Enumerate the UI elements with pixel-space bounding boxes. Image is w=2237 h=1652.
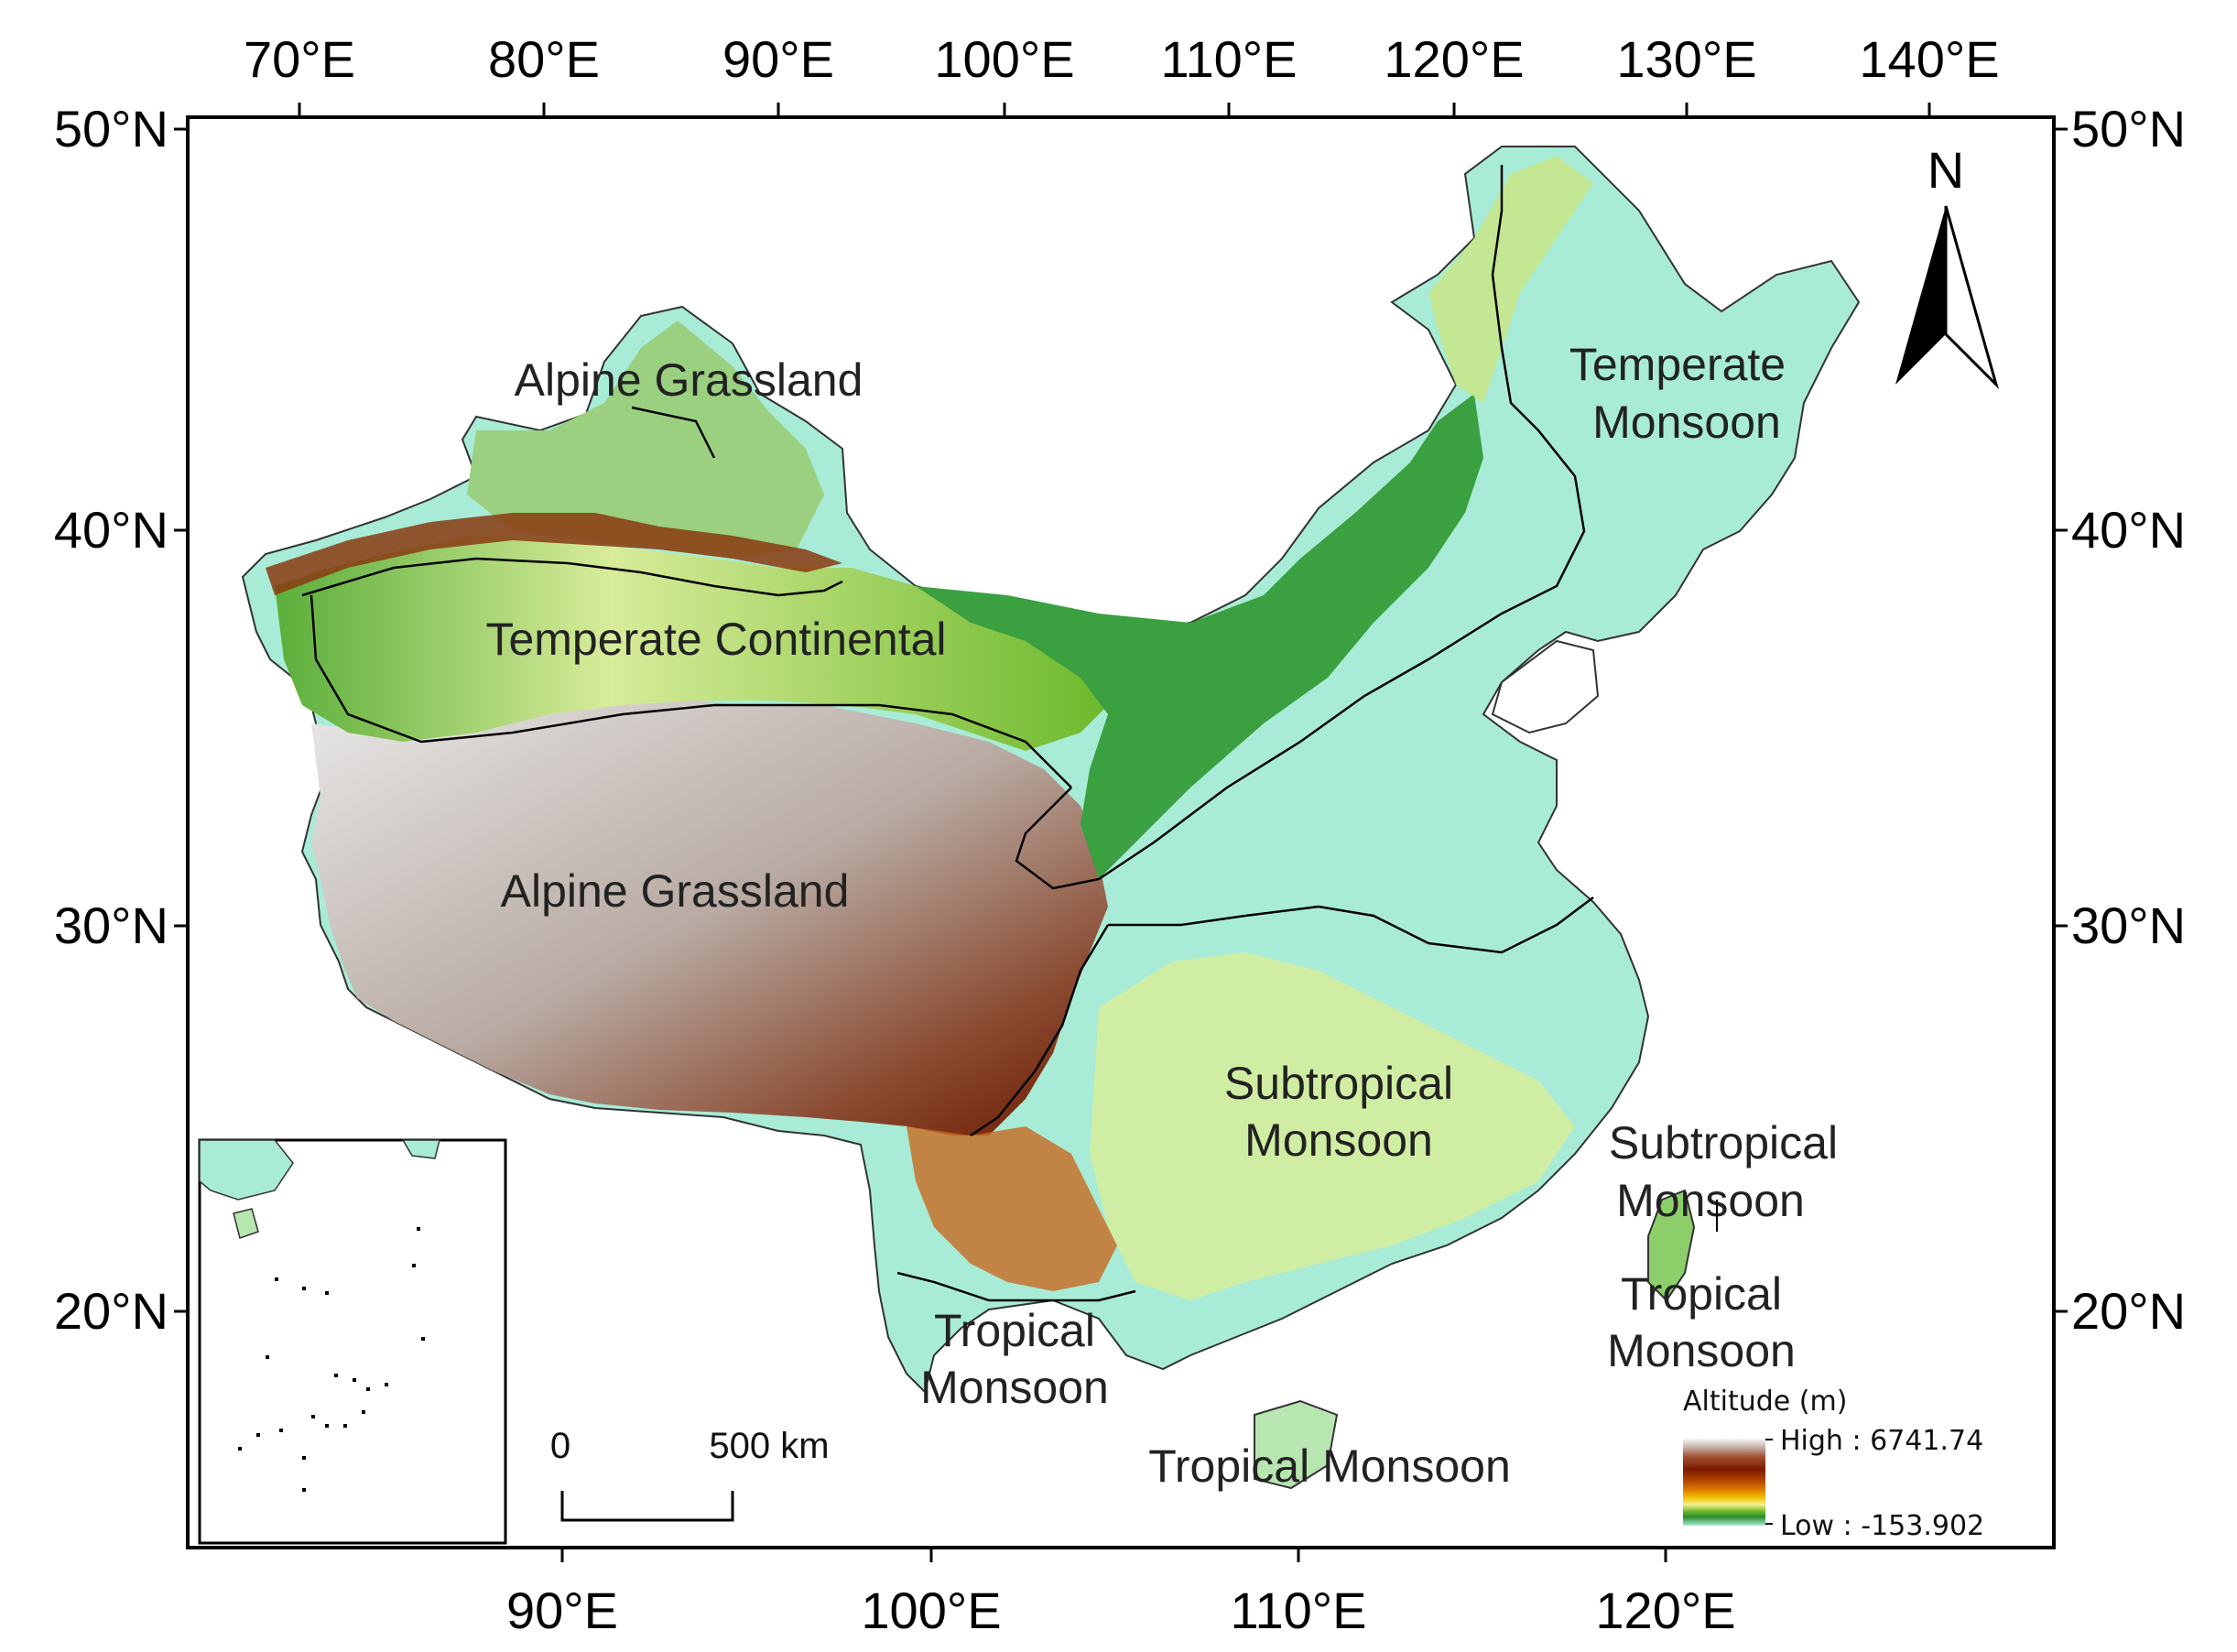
right-tick-label: 20°N <box>2071 1282 2186 1340</box>
tianshan-range <box>266 513 842 595</box>
scale-bar: 0 500 km <box>550 1426 830 1522</box>
region-label-tropical-yunnan-1: Tropical <box>934 1305 1095 1356</box>
right-tick-label: 40°N <box>2071 501 2186 559</box>
region-label-temperate-monsoon-1: Temperate <box>1569 339 1786 390</box>
region-label-alpine-grassland: Alpine Grassland <box>501 865 850 917</box>
region-label-tropical-taiwan-1: Tropical <box>1621 1268 1782 1320</box>
legend-color-ramp <box>1683 1438 1765 1526</box>
right-tick-label: 50°N <box>2071 100 2186 158</box>
top-tick-label: 100°E <box>934 30 1074 88</box>
hainan-island <box>1254 1399 1339 1490</box>
left-tick-label: 50°N <box>54 100 168 158</box>
north-arrow: N <box>1895 141 2000 390</box>
region-label-tropical-yunnan-2: Monsoon <box>920 1362 1109 1413</box>
bottom-tick-marks <box>560 1548 1667 1562</box>
top-tick-label: 110°E <box>1160 30 1297 88</box>
legend-title: Altitude (m) <box>1683 1386 1847 1418</box>
top-tick-label: 80°E <box>488 30 600 88</box>
right-tick-marks <box>2054 127 2068 1313</box>
top-tick-marks <box>298 103 1931 117</box>
top-tick-label: 140°E <box>1859 30 1999 88</box>
climate-boundaries <box>301 165 1594 1302</box>
dzungaria-region <box>467 321 824 559</box>
left-tick-label: 40°N <box>54 501 168 559</box>
region-label-tropical-taiwan-2: Monsoon <box>1607 1325 1796 1376</box>
left-tick-label: 30°N <box>54 897 168 954</box>
legend-low-label: Low : -153.902 <box>1780 1510 1984 1542</box>
region-label-alpine-grassland-north: Alpine Grassland <box>515 354 863 406</box>
yunnan-highlands <box>907 1126 1117 1291</box>
north-arrow-icon <box>1895 206 1946 385</box>
tibetan-plateau <box>311 696 1108 1136</box>
right-tick-label: 30°N <box>2071 897 2186 954</box>
left-tick-marks <box>174 127 188 1313</box>
tarim-basin <box>275 536 1117 751</box>
north-label: N <box>1928 141 1964 199</box>
region-label-subtropical-taiwan-2: Monsoon <box>1616 1175 1805 1226</box>
bohai-sea <box>1491 639 1600 734</box>
bottom-tick-label: 90°E <box>506 1581 618 1639</box>
top-tick-label: 70°E <box>244 30 355 88</box>
altitude-legend: Altitude (m) High : 6741.74 Low : -153.9… <box>1683 1386 1984 1542</box>
region-label-subtropical-taiwan-1: Subtropical <box>1609 1117 1838 1168</box>
south-china-sea-inset <box>198 1138 507 1545</box>
region-label-temperate-continental: Temperate Continental <box>485 614 946 665</box>
taiwan-island <box>1647 1189 1696 1302</box>
region-label-tropical-monsoon-hainan: Tropical Monsoon <box>1148 1440 1511 1492</box>
bottom-tick-label: 120°E <box>1595 1581 1735 1639</box>
scale-bar-end-label: 500 km <box>709 1426 829 1466</box>
region-label-temperate-monsoon-2: Monsoon <box>1592 397 1781 448</box>
top-tick-label: 120°E <box>1384 30 1524 88</box>
north-central-green <box>916 394 1483 879</box>
region-label-subtropical-monsoon-2: Monsoon <box>1244 1114 1433 1166</box>
legend-high-label: High : 6741.74 <box>1780 1425 1983 1457</box>
scale-bar-start-label: 0 <box>550 1426 570 1466</box>
bottom-tick-label: 110°E <box>1230 1581 1366 1639</box>
south-china-hills <box>1090 952 1575 1300</box>
northeast-highlands <box>1428 156 1593 403</box>
top-tick-label: 130°E <box>1616 30 1756 88</box>
bottom-tick-label: 100°E <box>861 1581 1001 1639</box>
region-label-subtropical-monsoon-1: Subtropical <box>1224 1058 1453 1109</box>
left-tick-label: 20°N <box>54 1282 168 1340</box>
top-tick-label: 90°E <box>722 30 834 88</box>
